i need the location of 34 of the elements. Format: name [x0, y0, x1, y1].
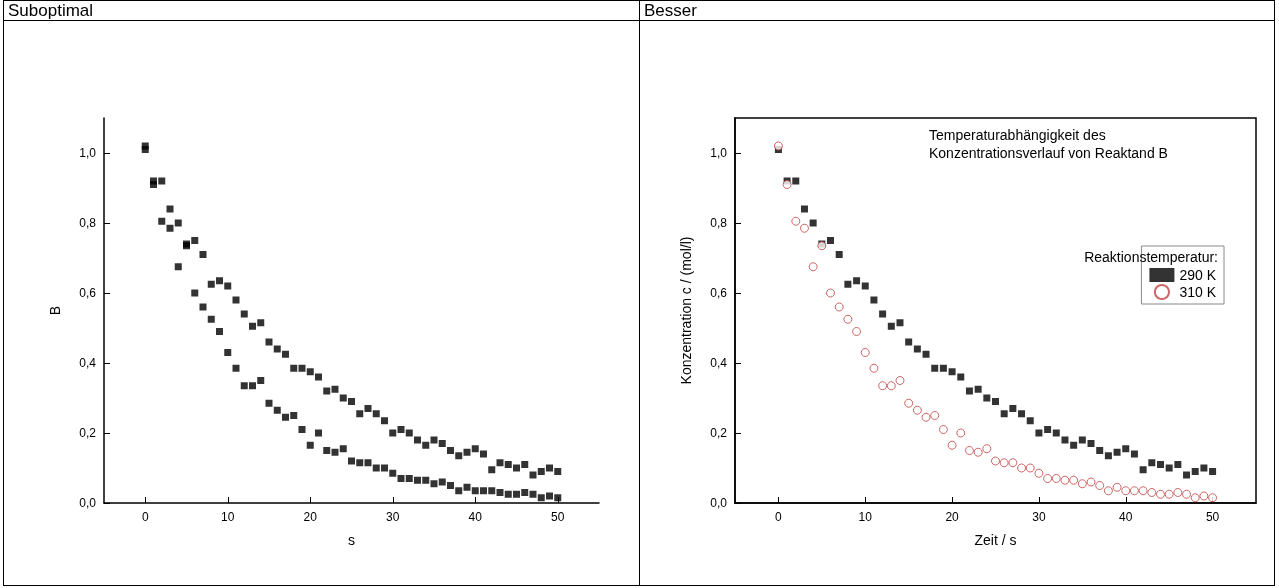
x-axis-title: s — [348, 532, 355, 548]
chart-title: Suboptimal — [4, 1, 639, 21]
legend-label: 290 K — [1179, 267, 1217, 283]
y-tick-label: 0,0 — [79, 496, 97, 510]
annotation: Temperaturabhängigkeit des Konzentrationsverlauf von Reaktand B — [929, 127, 1168, 161]
x-tick-label: 20 — [945, 510, 960, 524]
legend-title: Reaktionstemperatur: — [1084, 249, 1218, 265]
y-tick-label: 0,4 — [710, 356, 728, 370]
legend-label: 310 K — [1179, 284, 1217, 300]
y-tick-label: 0,4 — [79, 356, 97, 370]
chart-title: Besser — [640, 1, 1274, 21]
y-tick-label: 0,0 — [710, 496, 728, 510]
x-tick-label: 50 — [1205, 510, 1220, 524]
y-tick-label: 0,8 — [79, 216, 97, 230]
x-tick-label: 10 — [221, 510, 235, 524]
x-tick-label: 50 — [551, 510, 565, 524]
x-tick-label: 30 — [1032, 510, 1046, 524]
y-axis-title: B — [47, 305, 63, 316]
x-tick-label: 30 — [386, 510, 400, 524]
y-tick-label: 1,0 — [79, 146, 97, 160]
x-tick-label: 0 — [775, 510, 783, 524]
x-axis-title: Zeit / s — [974, 532, 1017, 548]
x-tick-label: 0 — [141, 510, 149, 524]
x-tick-label: 40 — [468, 510, 483, 524]
x-tick-label: 40 — [1119, 510, 1133, 524]
y-axis-title: Konzentration c / (mol/l) — [678, 236, 694, 385]
y-tick-label: 0,2 — [710, 426, 728, 440]
y-tick-label: 1,0 — [710, 146, 728, 160]
y-tick-label: 0,6 — [79, 286, 97, 300]
x-tick-label: 10 — [858, 510, 873, 524]
x-tick-label: 20 — [303, 510, 318, 524]
y-tick-label: 0,2 — [79, 426, 97, 440]
y-tick-label: 0,6 — [710, 286, 728, 300]
y-tick-label: 0,8 — [710, 216, 728, 230]
